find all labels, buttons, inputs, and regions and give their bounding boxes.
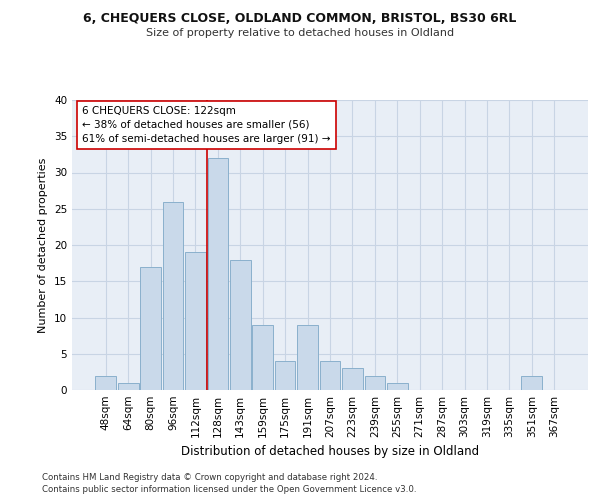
Bar: [230, 260, 251, 390]
X-axis label: Distribution of detached houses by size in Oldland: Distribution of detached houses by size …: [181, 446, 479, 458]
Text: Contains HM Land Registry data © Crown copyright and database right 2024.: Contains HM Land Registry data © Crown c…: [42, 472, 377, 482]
Bar: [95, 376, 116, 390]
Bar: [387, 383, 407, 390]
Bar: [140, 267, 161, 390]
Text: 6, CHEQUERS CLOSE, OLDLAND COMMON, BRISTOL, BS30 6RL: 6, CHEQUERS CLOSE, OLDLAND COMMON, BRIST…: [83, 12, 517, 26]
Bar: [208, 158, 228, 390]
Bar: [365, 376, 385, 390]
Text: 6 CHEQUERS CLOSE: 122sqm
← 38% of detached houses are smaller (56)
61% of semi-d: 6 CHEQUERS CLOSE: 122sqm ← 38% of detach…: [82, 106, 331, 144]
Bar: [297, 325, 318, 390]
Bar: [118, 383, 139, 390]
Bar: [521, 376, 542, 390]
Text: Contains public sector information licensed under the Open Government Licence v3: Contains public sector information licen…: [42, 485, 416, 494]
Bar: [320, 361, 340, 390]
Bar: [275, 361, 295, 390]
Bar: [253, 325, 273, 390]
Bar: [163, 202, 184, 390]
Bar: [342, 368, 363, 390]
Y-axis label: Number of detached properties: Number of detached properties: [38, 158, 49, 332]
Bar: [185, 252, 206, 390]
Text: Size of property relative to detached houses in Oldland: Size of property relative to detached ho…: [146, 28, 454, 38]
